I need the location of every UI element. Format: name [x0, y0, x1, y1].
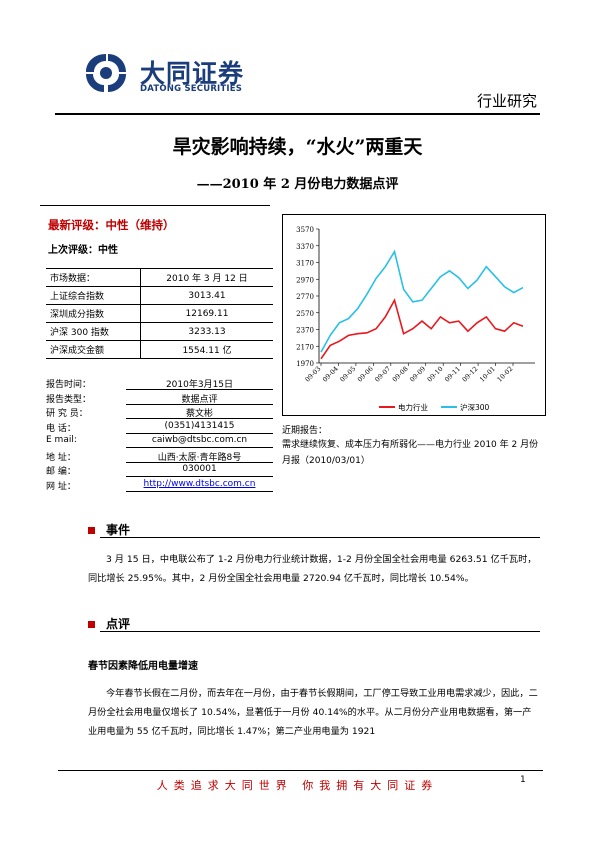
section-divider: [100, 631, 540, 632]
y-tick-label: 3370: [296, 243, 314, 251]
market-label: 上证综合指数: [46, 286, 141, 305]
info-label: 网 址：: [46, 481, 76, 492]
y-tick-label: 2570: [296, 310, 314, 318]
y-tick-label: 2370: [296, 327, 314, 335]
comment-subheading: 春节因素降低用电量增速: [88, 661, 198, 672]
info-label: 报告时间：: [46, 380, 92, 390]
footer-slogan: 人类追求大同世界 你我拥有大同证券: [156, 779, 439, 792]
report-category: 行业研究: [476, 92, 537, 110]
table-row: 沪深 300 指数 3233.13: [46, 322, 273, 341]
section-bullet-icon: [88, 527, 95, 534]
info-label: 邮 编：: [46, 467, 76, 477]
x-tick-label: 09-06: [356, 365, 375, 384]
chart-svg: 1970 2170 2370 2570 2770 2970 3170 3370 3570 09-0…: [296, 226, 535, 412]
header-divider: [55, 113, 540, 115]
index-comparison-chart: 1970 2170 2370 2570 2770 2970 3170 3370 3570 09-0…: [282, 214, 546, 416]
comment-paragraph: 今年春节长假在二月份，而去年在一月份，由于春节长假期间，工厂停工导致工业用电需求…: [88, 688, 538, 737]
x-tick-label: 09-08: [391, 365, 410, 384]
page-number: 1: [520, 775, 526, 785]
info-label: 电 话：: [46, 423, 76, 434]
subtitle-divider: [40, 205, 270, 206]
market-value: 3013.41: [140, 286, 273, 305]
x-tick-label: 09-09: [408, 365, 427, 384]
related-reports-label: 近期报告：: [282, 426, 328, 436]
x-tick-label: 09-07: [373, 365, 392, 384]
table-row: 沪深成交金额 1554.11 亿: [46, 340, 273, 359]
section-title-event: 事件: [106, 523, 131, 537]
series-line: [320, 298, 524, 360]
email-link[interactable]: caiwb@dtsbc.com.cn: [126, 435, 273, 448]
related-report-link[interactable]: 需求继续恢复、成本压力有所弱化——电力行业 2010 年 2 月份月报（2010…: [282, 440, 539, 466]
info-value-researcher: 蔡文彬: [126, 406, 273, 419]
x-tick-label: 09-10: [426, 365, 445, 384]
x-tick-label: 09-12: [461, 365, 480, 384]
market-label: 沪深 300 指数: [46, 322, 141, 341]
market-label: 市场数据：: [46, 268, 141, 287]
info-row-researcher: 研 究 员： 蔡文彬: [46, 405, 273, 420]
info-label: 地 址：: [46, 452, 76, 463]
y-tick-label: 3170: [296, 260, 314, 268]
x-tick-label: 09-11: [443, 365, 462, 384]
table-row: 深圳成分指数 12169.11: [46, 304, 273, 323]
section-divider: [100, 537, 540, 538]
report-subtitle: ——2010 年 2 月份电力数据点评: [196, 177, 399, 192]
series-line: [320, 249, 524, 353]
section-title-comment: 点评: [106, 617, 131, 631]
table-row: 上证综合指数 3013.41: [46, 286, 273, 305]
market-label: 深圳成分指数: [46, 304, 141, 323]
info-value-report-time: 2010年3月15日: [126, 377, 273, 390]
y-tick-label: 2970: [296, 276, 314, 284]
market-value: 1554.11 亿: [140, 340, 273, 359]
website-link[interactable]: http://www.dtsbc.com.cn: [126, 479, 273, 492]
x-tick-label: 10-01: [478, 365, 497, 384]
info-row-email: E mail: caiwb@dtsbc.com.cn: [46, 434, 273, 449]
info-row-time: 报告时间： 2010年3月15日: [46, 376, 273, 391]
event-paragraph: 3 月 15 日，中电联公布了 1-2 月份电力行业统计数据，1-2 月份全国全…: [88, 554, 537, 584]
brand-name-en: DATONG SECURITIES: [140, 84, 243, 94]
info-row-website: 网 址： http://www.dtsbc.com.cn: [46, 478, 273, 493]
x-tick-label: 09-05: [338, 365, 357, 384]
legend-label: 沪深300: [460, 402, 490, 412]
y-tick-label: 3570: [296, 226, 314, 234]
info-label: 研 究 员：: [46, 409, 88, 419]
previous-rating: 上次评级：中性: [48, 245, 118, 256]
report-title: 旱灾影响持续，“水火”两重天: [172, 136, 423, 158]
market-value: 3233.13: [140, 322, 273, 341]
y-tick-label: 2170: [296, 343, 314, 351]
info-value-postcode: 030001: [126, 464, 273, 477]
y-tick-label: 2770: [296, 293, 314, 301]
market-value: 12169.11: [140, 304, 273, 323]
footer-divider: [58, 770, 543, 771]
brand-name-cn: 大同证券: [140, 59, 245, 88]
info-value-phone: (0351)4131415: [126, 421, 273, 434]
info-row-postcode: 邮 编： 030001: [46, 463, 273, 478]
brand-logo-icon: [86, 54, 126, 92]
legend-label: 电力行业: [398, 402, 428, 412]
info-value-report-kind: 数据点评: [126, 392, 273, 405]
section-bullet-icon: [88, 621, 95, 628]
market-data-table: 市场数据： 2010 年 3 月 12 日 上证综合指数 3013.41 深圳成…: [46, 268, 273, 359]
info-row-address: 地 址： 山西·太原·青年路8号: [46, 449, 273, 464]
x-tick-label: 10-02: [495, 365, 514, 384]
info-label: E mail:: [46, 435, 77, 445]
info-value-address: 山西·太原·青年路8号: [126, 450, 273, 463]
x-tick-label: 09-04: [321, 365, 340, 384]
table-row: 市场数据： 2010 年 3 月 12 日: [46, 268, 273, 287]
market-value: 2010 年 3 月 12 日: [140, 268, 273, 287]
info-label: 报告类型：: [46, 394, 92, 405]
y-tick-label: 1970: [296, 360, 314, 368]
latest-rating: 最新评级：中性（维持）: [48, 218, 175, 232]
market-label: 沪深成交金额: [46, 340, 141, 359]
report-info: 报告时间： 2010年3月15日 报告类型： 数据点评 研 究 员： 蔡文彬 电…: [46, 376, 273, 492]
info-row-kind: 报告类型： 数据点评: [46, 391, 273, 406]
info-row-phone: 电 话： (0351)4131415: [46, 420, 273, 435]
